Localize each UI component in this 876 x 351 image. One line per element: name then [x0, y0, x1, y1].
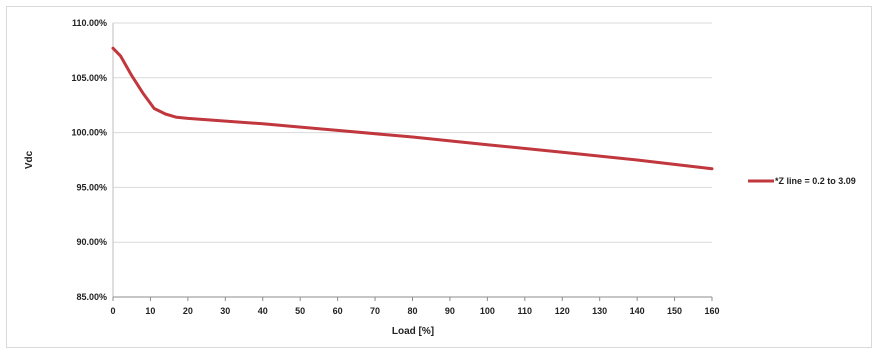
y-tick-label: 90.00%	[76, 237, 107, 247]
axes	[112, 23, 712, 298]
x-tick-label: 0	[110, 306, 115, 316]
y-axis-title: Vdc	[24, 150, 35, 169]
x-tick-label: 80	[407, 306, 417, 316]
x-axis-title: Load [%]	[392, 326, 434, 337]
y-tick-label: 105.00%	[71, 73, 107, 83]
x-tick-label: 60	[333, 306, 343, 316]
x-tick-label: 100	[480, 306, 495, 316]
x-tick-label: 90	[445, 306, 455, 316]
x-tick-label: 40	[258, 306, 268, 316]
series-line-0	[111, 46, 714, 171]
x-tick-label: 10	[145, 306, 155, 316]
chart-frame	[6, 6, 872, 348]
x-tick-label: 50	[295, 306, 305, 316]
x-tick-label: 150	[667, 306, 682, 316]
y-tick-label: 110.00%	[72, 18, 107, 28]
legend: *Z line = 0.2 to 3.09	[748, 176, 856, 186]
x-tick-label: 130	[592, 306, 607, 316]
x-tick-label: 120	[555, 306, 570, 316]
x-tick-label: 160	[704, 306, 719, 316]
y-tick-label: 95.00%	[76, 182, 107, 192]
series-lines	[111, 46, 714, 171]
y-tick-labels: 85.00% 90.00% 95.00% 100.00% 105.00% 110.00%	[71, 18, 107, 302]
gridlines	[113, 22, 712, 243]
x-tick-label: 70	[370, 306, 380, 316]
x-tick-label: 20	[183, 306, 193, 316]
x-tick-label: 30	[220, 306, 230, 316]
x-tick-label: 110	[518, 306, 533, 316]
y-tick-label: 85.00%	[76, 292, 107, 302]
x-tick-labels: 0 10 20 30 40 50 60 70 80 90 100 110 120 130 140 150 160	[110, 297, 720, 316]
y-tick-label: 100.00%	[71, 128, 107, 138]
legend-label: *Z line = 0.2 to 3.09	[775, 176, 856, 186]
x-tick-label: 140	[630, 306, 645, 316]
